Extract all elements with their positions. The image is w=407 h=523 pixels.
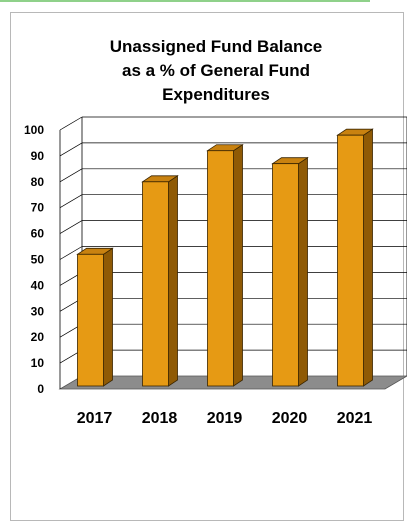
y-tick-label: 70 [31,201,45,215]
x-tick-label: 2018 [142,410,178,427]
gridline-diagonal [59,246,83,260]
y-tick-label: 0 [37,382,44,396]
y-tick-label: 20 [31,330,45,344]
bar-front [77,253,104,387]
x-axis-categories: 2017 2018 2019 2020 2021 [77,410,373,427]
bar-side [363,128,373,387]
y-tick-label: 80 [31,175,45,189]
bar [336,128,374,387]
x-tick-label: 2020 [272,410,308,427]
gridline-diagonal [59,168,83,183]
y-tick-label: 90 [31,149,45,163]
bar-front [272,163,299,387]
chart-title-line-2: as a % of General Fund [122,61,310,80]
bar-front [337,134,364,387]
y-axis-ticks: 0 10 20 30 40 50 60 70 80 90 100 [24,123,44,396]
bar-side [233,143,243,387]
bar [206,143,244,387]
y-tick-label: 30 [31,304,45,318]
bar-front [142,181,169,387]
x-tick-label: 2019 [207,410,243,427]
y-tick-label: 60 [31,227,45,241]
bars [76,128,374,387]
top-divider [0,0,370,2]
chart-title: Unassigned Fund Balance as a % of Genera… [110,37,323,104]
bar [271,156,309,387]
gridline-diagonal [59,194,83,209]
bar-side [298,156,308,387]
x-tick-label: 2017 [77,410,113,427]
y-tick-label: 50 [31,253,45,267]
y-tick-label: 100 [24,123,44,137]
bar [141,175,179,387]
x-tick-label: 2021 [337,410,373,427]
gridline-diagonal [59,116,83,131]
bar-side [103,247,113,387]
gridline-diagonal [59,220,83,234]
y-tick-label: 40 [31,278,45,292]
chart-title-line-1: Unassigned Fund Balance [110,37,323,56]
gridline-diagonal [59,142,83,157]
bar-front [207,150,234,387]
bar [76,247,114,387]
y-tick-label: 10 [31,356,45,370]
bar-side [168,175,178,387]
chart-title-line-3: Expenditures [162,85,270,104]
